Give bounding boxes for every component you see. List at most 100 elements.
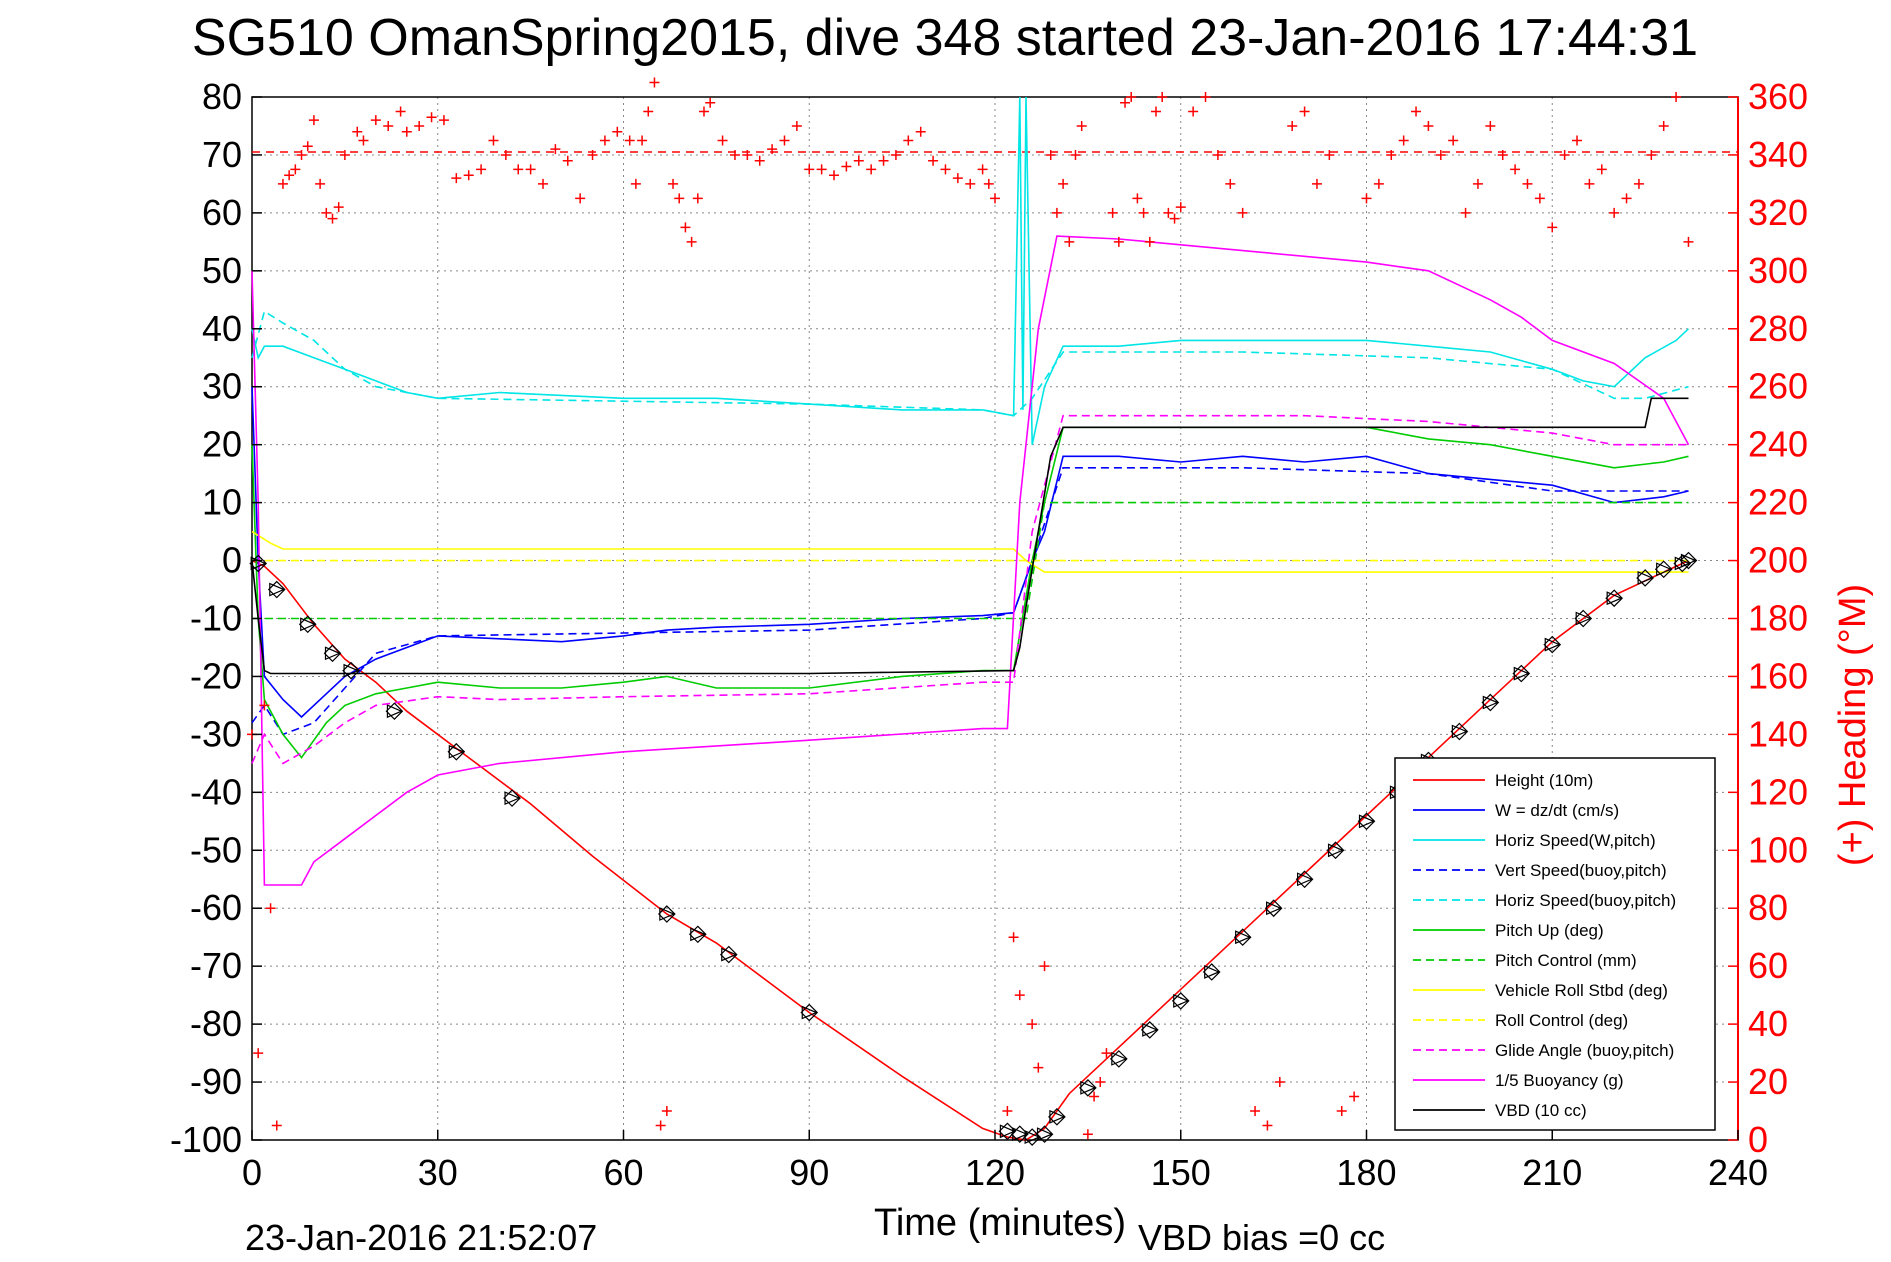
heading-point	[426, 112, 437, 123]
heading-point	[265, 903, 276, 914]
heading-point	[1101, 1048, 1112, 1059]
heading-point	[401, 126, 412, 137]
y-tick-label: -80	[190, 1003, 242, 1044]
y-tick-label: 70	[202, 134, 242, 175]
y-tick-label: -90	[190, 1061, 242, 1102]
depth-marker	[800, 1003, 819, 1022]
heading-point	[1070, 149, 1081, 160]
y2-tick-label: 280	[1748, 308, 1808, 349]
x-axis: 0 30 60 90 120 150 180 210 240	[242, 1130, 1768, 1193]
heading-point	[488, 135, 499, 146]
heading-point	[1361, 193, 1372, 204]
left-y-axis: 80 70 60 50 40 30 20 10 0 -10 -20 -30 -40 -50 -60 -70 -8…	[170, 76, 262, 1160]
depth-marker	[323, 644, 342, 663]
heading-point	[1076, 120, 1087, 131]
heading-point	[253, 1048, 264, 1059]
heading-point	[698, 106, 709, 117]
heading-point	[1299, 106, 1310, 117]
right-y-axis: 3603403203002802602402202001801601401201…	[1728, 76, 1808, 1160]
heading-point	[754, 155, 765, 166]
heading-point	[575, 193, 586, 204]
legend-label: W = dz/dt (cm/s)	[1495, 801, 1619, 820]
x-tick-label: 150	[1151, 1152, 1211, 1193]
heading-point	[1398, 135, 1409, 146]
y2-tick-label: 0	[1748, 1119, 1768, 1160]
heading-point	[1132, 193, 1143, 204]
y-tick-label: 20	[202, 424, 242, 465]
heading-point	[1435, 149, 1446, 160]
x-tick-label: 30	[418, 1152, 458, 1193]
depth-marker	[447, 742, 466, 761]
series-line-7	[251, 530, 1689, 573]
heading-point	[841, 161, 852, 172]
heading-point	[1671, 92, 1682, 102]
y2-tick-label: 80	[1748, 887, 1788, 928]
heading-point	[816, 164, 827, 175]
heading-point	[271, 1120, 282, 1131]
depth-marker	[342, 661, 360, 680]
y-tick-label: -20	[190, 655, 242, 696]
depth-marker	[1035, 1125, 1054, 1144]
heading-point	[1126, 92, 1137, 102]
y2-tick-label: 40	[1748, 1003, 1788, 1044]
heading-point	[1095, 1077, 1106, 1088]
legend-label: Horiz Speed(buoy,pitch)	[1495, 891, 1676, 910]
heading-point	[1144, 236, 1155, 247]
heading-point	[302, 141, 313, 152]
heading-point	[1250, 1106, 1261, 1117]
heading-point	[878, 155, 889, 166]
heading-point	[637, 135, 648, 146]
heading-point	[500, 149, 511, 160]
heading-point	[352, 126, 363, 137]
heading-point	[1336, 1106, 1347, 1117]
depth-marker	[1450, 722, 1469, 741]
heading-point	[655, 1120, 666, 1131]
heading-point	[538, 178, 549, 189]
heading-point	[395, 106, 406, 117]
heading-point	[438, 115, 449, 126]
heading-point	[1411, 106, 1422, 117]
x-tick-label: 210	[1522, 1152, 1582, 1193]
heading-point	[1559, 149, 1570, 160]
x-tick-label: 60	[603, 1152, 643, 1193]
heading-point	[1373, 178, 1384, 189]
y2-tick-label: 340	[1748, 134, 1808, 175]
heading-point	[1472, 178, 1483, 189]
y2-tick-label: 260	[1748, 366, 1808, 407]
heading-point	[674, 193, 685, 204]
heading-point	[1058, 178, 1069, 189]
heading-point	[890, 149, 901, 160]
heading-point	[383, 120, 394, 131]
heading-point	[1064, 236, 1075, 247]
depth-marker	[1357, 812, 1376, 831]
heading-point	[525, 164, 536, 175]
heading-point	[1237, 207, 1248, 218]
y2-tick-label: 300	[1748, 250, 1808, 291]
heading-point	[333, 202, 344, 213]
legend-label: Horiz Speed(W,pitch)	[1495, 831, 1656, 850]
heading-point	[649, 77, 660, 88]
heading-point	[1572, 135, 1583, 146]
legend-label: Glide Angle (buoy,pitch)	[1495, 1041, 1674, 1060]
heading-point	[290, 164, 301, 175]
heading-point	[853, 155, 864, 166]
depth-marker	[1109, 1050, 1128, 1068]
heading-point	[1633, 178, 1644, 189]
y-tick-label: 40	[202, 308, 242, 349]
y2-tick-label: 320	[1748, 192, 1808, 233]
heading-point	[1596, 164, 1607, 175]
heading-point	[668, 178, 679, 189]
heading-point	[414, 120, 425, 131]
depth-marker	[385, 702, 404, 721]
heading-point	[804, 164, 815, 175]
depth-marker	[1171, 992, 1190, 1010]
y2-tick-label: 100	[1748, 829, 1808, 870]
depth-marker	[298, 615, 317, 634]
heading-point	[1169, 213, 1180, 224]
footer-timestamp: 23-Jan-2016 21:52:07	[245, 1217, 597, 1258]
heading-point	[1423, 120, 1434, 131]
heading-point	[952, 173, 963, 184]
x-axis-title: Time (minutes)	[874, 1202, 1126, 1244]
heading-point	[866, 164, 877, 175]
heading-point	[1287, 120, 1298, 131]
